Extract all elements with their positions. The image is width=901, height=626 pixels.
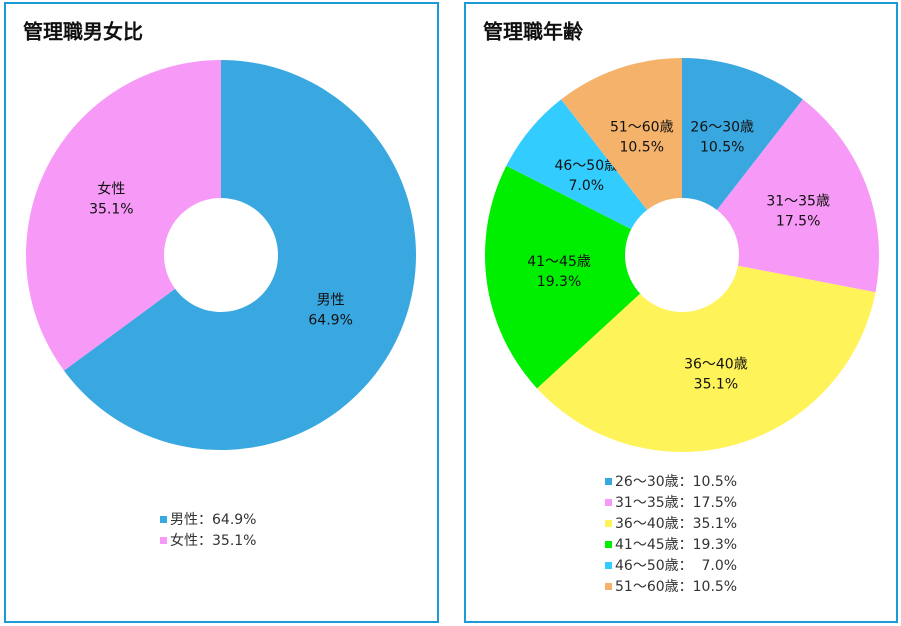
donut-slice (682, 58, 803, 210)
legend-label: 26～30歳：10.5% (615, 474, 737, 490)
donut-slice (25, 60, 221, 371)
slice-value: 35.1% (694, 376, 738, 392)
legend-label: 46～50歳： 7.0% (615, 558, 737, 574)
legend-swatch (605, 541, 612, 548)
legend-swatch (605, 520, 612, 527)
legend-swatch (605, 583, 612, 590)
legend-label: 男性：64.9% (170, 512, 256, 528)
legend-label: 女性：35.1% (170, 532, 256, 549)
slice-value: 10.5% (620, 140, 664, 156)
legend-swatch (605, 562, 612, 569)
slice-label: 46～50歳 (554, 158, 618, 174)
legend-swatch (605, 499, 612, 506)
donut-slice (506, 99, 648, 230)
slice-label: 女性 (97, 181, 125, 198)
slice-label: 31～35歳 (766, 193, 830, 209)
legend-label: 36～40歳：35.1% (615, 516, 737, 532)
legend-swatch (160, 537, 167, 544)
legend-label: 41～45歳：19.3% (615, 537, 737, 553)
slice-label: 男性 (317, 292, 345, 308)
slice-value: 35.1% (89, 202, 133, 218)
slice-label: 26～30歳 (690, 120, 754, 136)
legend-label: 51～60歳：10.5% (615, 579, 737, 595)
slice-value: 64.9% (308, 312, 352, 328)
legend-swatch (160, 516, 167, 523)
donut-slice (485, 165, 641, 389)
slice-value: 19.3% (537, 274, 581, 290)
slice-value: 17.5% (776, 213, 820, 229)
donut-slice (63, 60, 416, 450)
slice-label: 36～40歳 (684, 356, 748, 372)
chart-title: 管理職年齢 (483, 20, 584, 44)
donut-slice (716, 99, 879, 293)
donut-slice (561, 58, 682, 210)
slice-value: 7.0% (569, 178, 605, 194)
legend-label: 31～35歳：17.5% (615, 495, 737, 511)
donut-slice (537, 265, 876, 452)
chart-title: 管理職男女比 (23, 20, 143, 44)
slice-label: 41～45歳 (527, 254, 591, 270)
slice-value: 10.5% (700, 140, 744, 156)
slice-label: 51～60歳 (610, 120, 674, 136)
legend-swatch (605, 478, 612, 485)
